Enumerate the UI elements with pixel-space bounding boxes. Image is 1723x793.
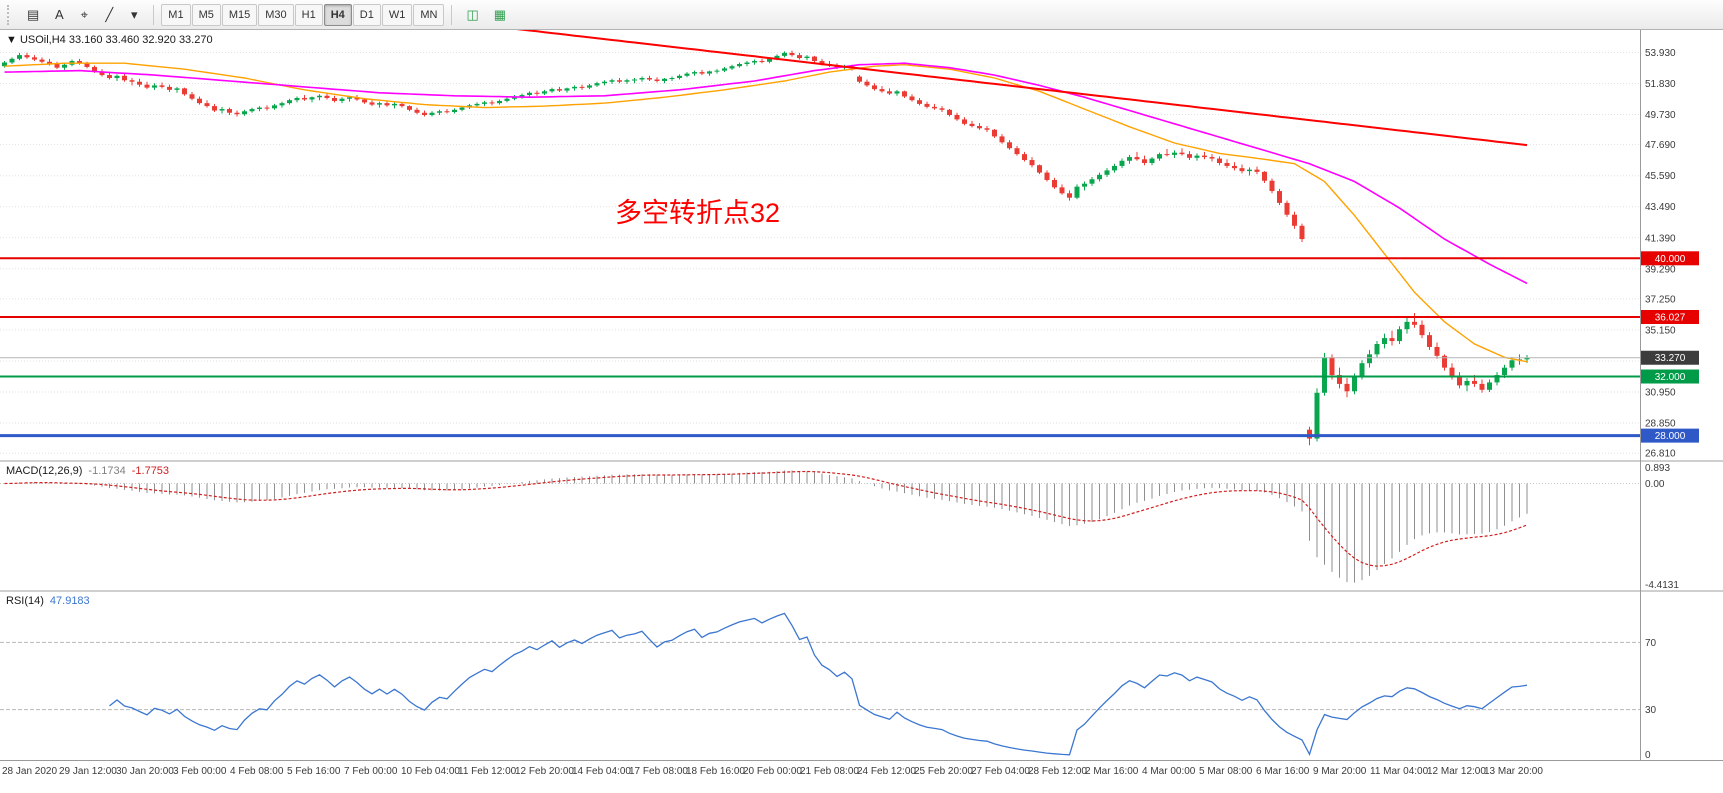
price-level-badge: 28.000 <box>1641 428 1699 443</box>
toolbar-left-tools: ▤ A ⌖ ╱ ▾ <box>20 4 146 26</box>
macd-panel: 0.893 0.00 -4.4131 MACD(12,26,9) -1.1734 -1.7… <box>0 463 1679 591</box>
svg-text:33.270: 33.270 <box>1655 353 1686 364</box>
bid-price-badge: 33.270 <box>1641 350 1699 365</box>
toolbar: ▤ A ⌖ ╱ ▾ M1 M5 M15 M30 H1 H4 D1 W1 MN ◫ ▦ <box>0 0 1723 30</box>
price-tick-label: 26.810 <box>1645 449 1676 460</box>
toolbar-separator <box>451 4 453 25</box>
time-axis[interactable]: 28 Jan 2020 29 Jan 12:00 30 Jan 20:00 3 Feb… <box>2 766 1543 777</box>
time-tick-label: 4 Feb 08:00 <box>230 766 284 777</box>
price-tick-label: 47.690 <box>1645 140 1676 151</box>
time-tick-label: 11 Mar 04:00 <box>1370 766 1429 777</box>
time-tick-label: 21 Feb 08:00 <box>800 766 859 777</box>
panel-separator[interactable] <box>0 590 1723 592</box>
price-level-badge: 32.000 <box>1641 369 1699 384</box>
time-tick-label: 3 Feb 00:00 <box>173 766 227 777</box>
time-tick-label: 25 Feb 20:00 <box>914 766 973 777</box>
toolbar-grip[interactable] <box>7 4 15 25</box>
toolbar-right-tools: ◫ ▦ <box>459 4 513 26</box>
price-axis[interactable]: 53.930 51.830 49.730 47.690 45.590 43.490 41.3… <box>1645 48 1676 460</box>
time-tick-label: 29 Jan 12:00 <box>59 766 117 777</box>
timeframe-w1-button[interactable]: W1 <box>381 3 413 26</box>
timeframe-m15-button[interactable]: M15 <box>221 3 258 26</box>
rsi-panel: 70 30 0 RSI(14) 47.9183 <box>0 595 1657 761</box>
time-tick-label: 17 Feb 08:00 <box>629 766 688 777</box>
timeframe-m5-button[interactable]: M5 <box>191 3 221 26</box>
chart-annotation-text[interactable]: 多空转折点32 <box>615 198 780 228</box>
trendline-icon[interactable]: ╱ <box>97 4 121 26</box>
time-tick-label: 20 Feb 00:00 <box>743 766 802 777</box>
price-tick-label: 45.590 <box>1645 171 1676 182</box>
time-tick-label: 28 Jan 2020 <box>2 766 57 777</box>
rsi-indicator-label: RSI(14) 47.9183 <box>6 595 90 607</box>
time-tick-label: 2 Mar 16:00 <box>1085 766 1139 777</box>
timeframe-h4-button[interactable]: H4 <box>323 3 352 26</box>
time-tick-label: 9 Mar 20:00 <box>1313 766 1367 777</box>
ma-mid-magenta-line <box>4 62 1528 285</box>
timeframe-h1-button[interactable]: H1 <box>294 3 323 26</box>
tile-windows-icon[interactable]: ◫ <box>459 4 485 26</box>
time-tick-label: 12 Mar 12:00 <box>1427 766 1486 777</box>
time-tick-label: 10 Feb 04:00 <box>401 766 460 777</box>
rsi-axis-label: 30 <box>1645 705 1657 716</box>
cursor-tool[interactable]: A <box>47 4 71 26</box>
time-tick-label: 13 Mar 20:00 <box>1484 766 1543 777</box>
price-tick-label: 28.850 <box>1645 419 1676 430</box>
time-tick-label: 12 Feb 20:00 <box>515 766 574 777</box>
panel-separator[interactable] <box>0 460 1723 462</box>
time-tick-label: 14 Feb 04:00 <box>572 766 631 777</box>
price-level-badge: 40.000 <box>1641 251 1699 266</box>
rsi-axis-label: 0 <box>1645 750 1651 761</box>
price-tick-label: 30.950 <box>1645 388 1676 399</box>
timeframe-m1-button[interactable]: M1 <box>161 3 191 26</box>
macd-axis-label: -4.4131 <box>1645 580 1679 591</box>
rsi-axis-label: 70 <box>1645 638 1657 649</box>
macd-axis-label: 0.893 <box>1645 463 1670 474</box>
svg-text:40.000: 40.000 <box>1655 254 1686 265</box>
new-chart-icon[interactable]: ▦ <box>487 4 513 26</box>
macd-axis-label: 0.00 <box>1645 479 1665 490</box>
price-tick-label: 49.730 <box>1645 110 1676 121</box>
price-tick-label: 37.250 <box>1645 294 1676 305</box>
time-tick-label: 5 Mar 08:00 <box>1199 766 1253 777</box>
macd-indicator-label: MACD(12,26,9) -1.1734 -1.7753 <box>6 465 169 477</box>
moving-average-lines <box>4 30 1528 363</box>
timeframe-m30-button[interactable]: M30 <box>258 3 294 26</box>
time-tick-label: 18 Feb 16:00 <box>686 766 745 777</box>
toolbar-separator <box>153 4 155 25</box>
time-tick-label: 30 Jan 20:00 <box>116 766 174 777</box>
price-tick-label: 51.830 <box>1645 79 1676 90</box>
ma-fast-orange-line <box>4 62 1528 363</box>
time-tick-label: 4 Mar 00:00 <box>1142 766 1196 777</box>
candlestick-series <box>2 50 1530 446</box>
timeframe-toolbar: M1 M5 M15 M30 H1 H4 D1 W1 MN <box>161 3 445 26</box>
price-tick-label: 35.150 <box>1645 325 1676 336</box>
objects-menu-arrow-icon[interactable]: ▾ <box>122 4 146 26</box>
timeframe-d1-button[interactable]: D1 <box>352 3 381 26</box>
rsi-line <box>109 612 1528 756</box>
svg-text:28.000: 28.000 <box>1655 431 1686 442</box>
time-tick-label: 5 Feb 16:00 <box>287 766 341 777</box>
ma-slow-red-line <box>516 30 1528 147</box>
price-tick-label: 39.290 <box>1645 264 1676 275</box>
price-tick-label: 41.390 <box>1645 233 1676 244</box>
time-tick-label: 27 Feb 04:00 <box>971 766 1030 777</box>
time-tick-label: 28 Feb 12:00 <box>1028 766 1087 777</box>
charts-grid-icon[interactable]: ▤ <box>20 4 46 26</box>
time-tick-label: 11 Feb 12:00 <box>458 766 517 777</box>
timeframe-mn-button[interactable]: MN <box>413 3 445 26</box>
price-grid <box>0 51 1640 454</box>
symbol-ohlc-label: ▼ USOil,H4 33.160 33.460 32.920 33.270 <box>6 34 213 46</box>
price-level-badge: 36.027 <box>1641 310 1699 325</box>
price-tick-label: 53.930 <box>1645 48 1676 59</box>
crosshair-icon[interactable]: ⌖ <box>72 4 96 26</box>
price-tick-label: 43.490 <box>1645 202 1676 213</box>
time-tick-label: 6 Mar 16:00 <box>1256 766 1310 777</box>
time-tick-label: 7 Feb 00:00 <box>344 766 398 777</box>
time-tick-label: 24 Feb 12:00 <box>857 766 916 777</box>
svg-text:36.027: 36.027 <box>1655 313 1686 324</box>
chart-background <box>0 30 1723 793</box>
chart-area[interactable]: 53.930 51.830 49.730 47.690 45.590 43.490 41.3… <box>0 30 1723 793</box>
svg-text:32.000: 32.000 <box>1655 372 1686 383</box>
